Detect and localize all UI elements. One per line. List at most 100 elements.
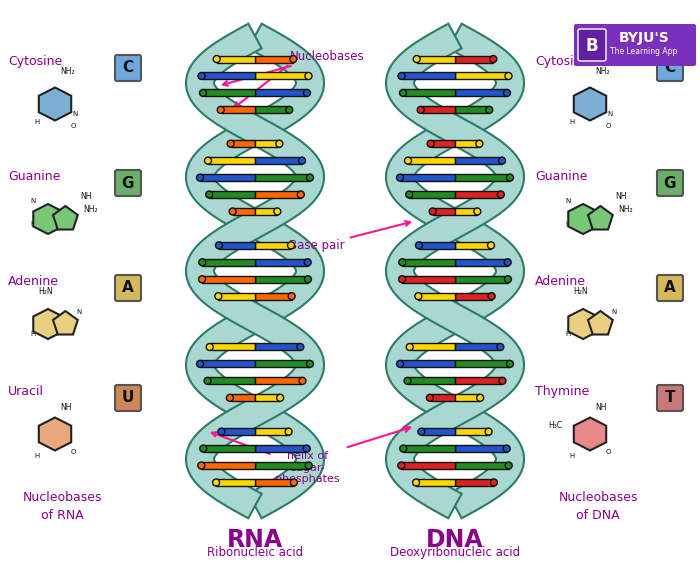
FancyBboxPatch shape <box>578 29 606 61</box>
Text: H: H <box>569 453 575 459</box>
Bar <box>255 242 291 249</box>
Text: H: H <box>34 119 40 125</box>
Bar <box>421 428 455 435</box>
Text: H: H <box>30 331 36 337</box>
Bar <box>255 174 310 181</box>
Ellipse shape <box>488 293 495 299</box>
Ellipse shape <box>305 462 312 469</box>
Bar <box>455 106 489 113</box>
Ellipse shape <box>305 72 312 79</box>
Bar <box>403 89 455 96</box>
Text: NH: NH <box>80 192 92 201</box>
Text: C: C <box>122 61 134 75</box>
Bar <box>455 462 509 469</box>
Polygon shape <box>574 88 606 121</box>
Ellipse shape <box>426 395 433 401</box>
Polygon shape <box>53 206 78 230</box>
Bar <box>455 140 480 147</box>
Ellipse shape <box>399 259 406 266</box>
Bar <box>221 428 255 435</box>
Ellipse shape <box>229 208 236 215</box>
Text: RNA: RNA <box>227 528 283 552</box>
Bar <box>455 191 500 198</box>
Ellipse shape <box>487 242 494 249</box>
Ellipse shape <box>415 293 422 299</box>
Bar <box>455 72 508 79</box>
Ellipse shape <box>226 395 233 401</box>
Ellipse shape <box>290 55 297 63</box>
Bar <box>455 395 480 401</box>
Bar <box>203 445 255 452</box>
Ellipse shape <box>303 445 310 452</box>
Bar <box>200 361 255 367</box>
Ellipse shape <box>274 208 281 215</box>
Ellipse shape <box>206 191 213 198</box>
Bar <box>455 55 493 63</box>
Text: NH₂: NH₂ <box>618 205 633 214</box>
Text: N: N <box>30 198 36 204</box>
FancyBboxPatch shape <box>657 275 683 301</box>
Bar <box>210 344 255 350</box>
Text: Deoxyribonucleic acid: Deoxyribonucleic acid <box>390 546 520 559</box>
FancyBboxPatch shape <box>115 275 141 301</box>
Bar <box>403 445 455 452</box>
Ellipse shape <box>400 445 407 452</box>
Ellipse shape <box>396 174 403 181</box>
Polygon shape <box>568 309 598 339</box>
Bar <box>255 89 307 96</box>
Polygon shape <box>588 311 612 335</box>
Ellipse shape <box>400 89 407 96</box>
Bar <box>255 462 309 469</box>
Polygon shape <box>53 311 78 335</box>
Polygon shape <box>34 309 63 339</box>
Ellipse shape <box>199 89 206 96</box>
Ellipse shape <box>197 361 204 367</box>
Ellipse shape <box>304 89 311 96</box>
Ellipse shape <box>413 55 420 63</box>
Ellipse shape <box>505 72 512 79</box>
Text: H₂N: H₂N <box>38 287 53 296</box>
Ellipse shape <box>197 174 204 181</box>
Bar <box>255 157 302 164</box>
Ellipse shape <box>491 479 498 486</box>
Bar <box>219 242 255 249</box>
Text: A: A <box>122 281 134 295</box>
Text: Nucleobases
of DNA: Nucleobases of DNA <box>559 491 638 522</box>
Ellipse shape <box>499 378 506 384</box>
Ellipse shape <box>476 140 483 147</box>
Bar <box>419 293 455 299</box>
Text: G: G <box>122 175 134 191</box>
Polygon shape <box>568 204 598 234</box>
Ellipse shape <box>298 157 305 164</box>
Ellipse shape <box>199 259 206 266</box>
Ellipse shape <box>412 479 419 486</box>
Ellipse shape <box>198 462 205 469</box>
Ellipse shape <box>398 462 405 469</box>
Bar <box>410 191 455 198</box>
Ellipse shape <box>304 276 312 283</box>
FancyBboxPatch shape <box>115 385 141 411</box>
Bar <box>400 174 455 181</box>
Text: H₂N: H₂N <box>573 287 588 296</box>
Ellipse shape <box>286 106 293 113</box>
Polygon shape <box>186 24 324 518</box>
FancyBboxPatch shape <box>657 55 683 81</box>
Ellipse shape <box>503 89 510 96</box>
Bar <box>455 89 507 96</box>
Text: Nucleobases: Nucleobases <box>223 49 365 85</box>
Ellipse shape <box>198 72 205 79</box>
Text: C: C <box>664 61 676 75</box>
Ellipse shape <box>307 361 314 367</box>
Ellipse shape <box>288 293 295 299</box>
Text: H: H <box>34 453 40 459</box>
Bar <box>455 242 491 249</box>
Polygon shape <box>38 418 71 451</box>
Bar <box>455 293 491 299</box>
Ellipse shape <box>486 106 493 113</box>
Ellipse shape <box>490 55 497 63</box>
Bar <box>202 276 255 283</box>
Bar <box>401 462 455 469</box>
Text: O: O <box>606 449 610 455</box>
Polygon shape <box>588 206 612 230</box>
Bar <box>255 208 277 215</box>
